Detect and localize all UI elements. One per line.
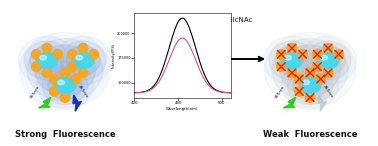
Ellipse shape <box>27 39 103 101</box>
Ellipse shape <box>275 46 309 75</box>
Text: 465nm: 465nm <box>322 85 334 99</box>
Ellipse shape <box>281 52 303 69</box>
Polygon shape <box>39 97 51 108</box>
Wedge shape <box>50 87 59 96</box>
Wedge shape <box>60 68 70 77</box>
Ellipse shape <box>299 77 321 93</box>
Polygon shape <box>318 95 327 111</box>
Wedge shape <box>42 68 52 78</box>
Ellipse shape <box>151 27 169 39</box>
Ellipse shape <box>264 32 356 108</box>
Text: 365nm: 365nm <box>274 85 286 99</box>
Text: 365nm: 365nm <box>29 85 41 99</box>
Wedge shape <box>89 50 99 59</box>
Wedge shape <box>334 50 344 59</box>
Y-axis label: Intensity(P.S): Intensity(P.S) <box>112 43 116 68</box>
Ellipse shape <box>54 77 76 93</box>
Ellipse shape <box>40 55 46 60</box>
Ellipse shape <box>36 52 58 69</box>
Ellipse shape <box>24 41 70 80</box>
Ellipse shape <box>272 39 348 101</box>
Ellipse shape <box>280 45 341 95</box>
Ellipse shape <box>19 32 111 108</box>
Ellipse shape <box>303 80 310 85</box>
Wedge shape <box>294 87 304 96</box>
Wedge shape <box>276 62 286 71</box>
Ellipse shape <box>317 52 339 69</box>
Wedge shape <box>276 50 286 59</box>
Ellipse shape <box>30 46 64 75</box>
Ellipse shape <box>72 52 94 69</box>
Wedge shape <box>313 62 322 71</box>
Wedge shape <box>68 50 77 59</box>
Text: Weak  Fluorescence: Weak Fluorescence <box>263 130 357 139</box>
Ellipse shape <box>35 45 95 95</box>
Wedge shape <box>71 74 81 84</box>
Wedge shape <box>287 43 297 52</box>
Wedge shape <box>50 74 59 84</box>
Ellipse shape <box>54 36 112 85</box>
Wedge shape <box>305 68 315 77</box>
Ellipse shape <box>48 71 82 100</box>
Text: O-GlcNAc: O-GlcNAc <box>220 17 253 23</box>
Wedge shape <box>68 62 77 71</box>
Wedge shape <box>298 50 307 59</box>
X-axis label: Wavelength(nm): Wavelength(nm) <box>166 107 198 111</box>
Ellipse shape <box>269 41 315 80</box>
Wedge shape <box>323 68 333 78</box>
Ellipse shape <box>58 80 65 85</box>
Wedge shape <box>155 14 164 26</box>
Wedge shape <box>201 14 211 26</box>
Wedge shape <box>60 93 70 102</box>
Wedge shape <box>42 43 52 52</box>
Ellipse shape <box>293 71 327 100</box>
Ellipse shape <box>60 41 106 80</box>
Text: GQDs: GQDs <box>174 30 194 36</box>
Wedge shape <box>78 68 88 78</box>
Polygon shape <box>73 95 81 111</box>
Ellipse shape <box>19 36 76 85</box>
Wedge shape <box>31 62 41 71</box>
Wedge shape <box>78 43 88 52</box>
Ellipse shape <box>321 55 328 60</box>
Wedge shape <box>31 50 41 59</box>
Ellipse shape <box>263 36 321 85</box>
Polygon shape <box>284 97 296 108</box>
Wedge shape <box>53 50 62 59</box>
Wedge shape <box>313 50 322 59</box>
Text: Strong  Fluorescence: Strong Fluorescence <box>15 130 115 139</box>
Ellipse shape <box>287 66 333 105</box>
Ellipse shape <box>299 36 356 85</box>
Text: WGA: WGA <box>174 17 191 23</box>
Ellipse shape <box>311 46 345 75</box>
Ellipse shape <box>305 41 351 80</box>
Ellipse shape <box>37 61 93 109</box>
Wedge shape <box>316 74 325 84</box>
Wedge shape <box>323 43 333 52</box>
Ellipse shape <box>66 46 100 75</box>
Wedge shape <box>305 93 315 102</box>
Text: 465nm: 465nm <box>77 85 89 99</box>
Ellipse shape <box>282 61 339 109</box>
Wedge shape <box>294 74 304 84</box>
Ellipse shape <box>76 55 82 60</box>
Wedge shape <box>287 68 297 78</box>
Ellipse shape <box>285 55 291 60</box>
Ellipse shape <box>42 66 88 105</box>
